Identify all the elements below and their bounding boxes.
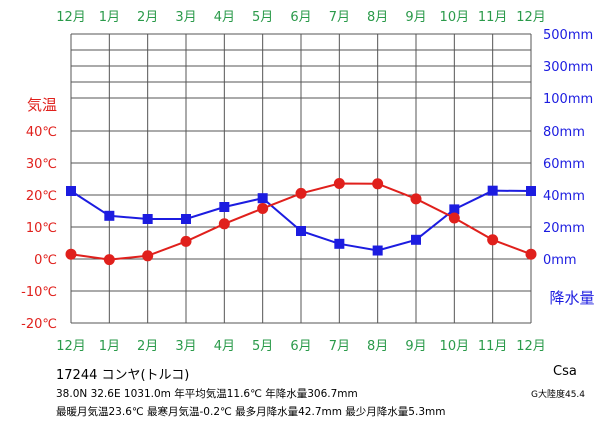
temperature-tick-label: -20℃ <box>21 317 57 332</box>
month-label-top: 12月 <box>56 10 86 25</box>
precipitation-axis-label: 降水量 <box>549 289 594 307</box>
precipitation-point <box>487 185 498 196</box>
temperature-point <box>525 248 537 260</box>
precipitation-series <box>66 185 536 256</box>
temperature-point <box>448 212 460 224</box>
month-label-bottom: 1月 <box>99 339 120 354</box>
precipitation-point <box>334 238 345 249</box>
station-stats: 最暖月気温23.6℃ 最寒月気温-0.2℃ 最多月降水量42.7mm 最少月降水… <box>56 406 446 418</box>
temperature-axis-ticks: 40℃ 30℃ 20℃ 10℃ 0℃ -10℃ -20℃ <box>21 125 57 332</box>
month-label-top: 6月 <box>290 10 311 25</box>
month-label-bottom: 5月 <box>252 339 273 354</box>
precipitation-point <box>372 245 383 256</box>
precipitation-point <box>66 186 76 196</box>
month-label-bottom: 8月 <box>367 339 388 354</box>
precipitation-point <box>411 234 421 245</box>
month-label-bottom: 12月 <box>516 339 546 354</box>
month-label-top: 8月 <box>367 10 388 25</box>
precipitation-point <box>181 214 191 224</box>
precipitation-point <box>526 186 536 196</box>
precipitation-tick-label: 500mm <box>543 28 593 43</box>
chart-grid <box>70 33 532 324</box>
precipitation-tick-label: 80mm <box>543 125 585 140</box>
temperature-point <box>487 234 499 246</box>
precipitation-tick-label: 300mm <box>543 60 593 75</box>
month-label-bottom: 10月 <box>440 339 470 354</box>
precipitation-point <box>449 204 460 215</box>
month-label-bottom: 9月 <box>405 339 426 354</box>
station-title: 17244 コンヤ(トルコ) <box>56 368 190 383</box>
precipitation-tick-label: 20mm <box>543 221 585 236</box>
temperature-tick-label: 20℃ <box>26 189 57 204</box>
month-label-top: 10月 <box>440 10 470 25</box>
climate-chart: 12月 1月 2月 3月 4月 5月 6月 7月 8月 9月 10月 11月 12月 12月 1月 2月 3月… <box>21 10 594 354</box>
month-label-top: 4月 <box>214 10 235 25</box>
temperature-tick-label: 30℃ <box>26 157 57 172</box>
temperature-point <box>180 235 192 247</box>
temperature-tick-label: 0℃ <box>34 253 57 268</box>
month-label-bottom: 4月 <box>214 339 235 354</box>
temperature-axis-label: 気温 <box>27 96 57 114</box>
precipitation-axis-ticks: 0mm 20mm 40mm 60mm 80mm 100mm 300mm 500mm <box>543 28 593 268</box>
precipitation-tick-label: 40mm <box>543 189 585 204</box>
station-meta: 38.0N 32.6E 1031.0m 年平均気温11.6℃ 年降水量306.7… <box>56 388 358 400</box>
month-label-top: 7月 <box>329 10 350 25</box>
temperature-tick-label: 40℃ <box>26 125 57 140</box>
temperature-point <box>257 202 269 214</box>
month-label-top: 12月 <box>516 10 546 25</box>
month-label-top: 9月 <box>405 10 426 25</box>
month-label-bottom: 7月 <box>329 339 350 354</box>
climate-index: G大陸度45.4 <box>531 390 586 400</box>
temperature-point <box>295 187 307 199</box>
temperature-point <box>333 177 345 189</box>
month-label-top: 2月 <box>137 10 158 25</box>
temperature-tick-label: -10℃ <box>21 285 57 300</box>
month-label-bottom: 2月 <box>137 339 158 354</box>
temperature-point <box>410 193 422 205</box>
month-label-bottom: 11月 <box>478 339 508 354</box>
precipitation-point <box>257 193 268 204</box>
temperature-tick-label: 10℃ <box>26 221 57 236</box>
month-label-bottom: 12月 <box>56 339 86 354</box>
month-label-bottom: 6月 <box>290 339 311 354</box>
precipitation-point <box>104 210 115 221</box>
temperature-point <box>372 178 384 190</box>
month-labels-top: 12月 1月 2月 3月 4月 5月 6月 7月 8月 9月 10月 11月 12月 <box>56 10 546 25</box>
month-label-top: 5月 <box>252 10 273 25</box>
temperature-point <box>142 250 154 262</box>
month-label-top: 11月 <box>478 10 508 25</box>
precipitation-tick-label: 0mm <box>543 253 577 268</box>
temperature-point <box>65 248 77 260</box>
precipitation-point <box>142 214 153 224</box>
month-label-top: 3月 <box>175 10 196 25</box>
precipitation-point <box>219 202 230 212</box>
month-label-bottom: 3月 <box>175 339 196 354</box>
temperature-point <box>218 218 230 230</box>
month-label-top: 1月 <box>99 10 120 25</box>
climate-class: Csa <box>553 364 577 379</box>
precipitation-point <box>296 226 306 236</box>
temperature-point <box>103 254 115 266</box>
precipitation-tick-label: 100mm <box>543 92 593 107</box>
temperature-series <box>65 177 537 266</box>
precipitation-tick-label: 60mm <box>543 157 585 172</box>
month-labels-bottom: 12月 1月 2月 3月 4月 5月 6月 7月 8月 9月 10月 11月 12月 <box>56 339 546 354</box>
